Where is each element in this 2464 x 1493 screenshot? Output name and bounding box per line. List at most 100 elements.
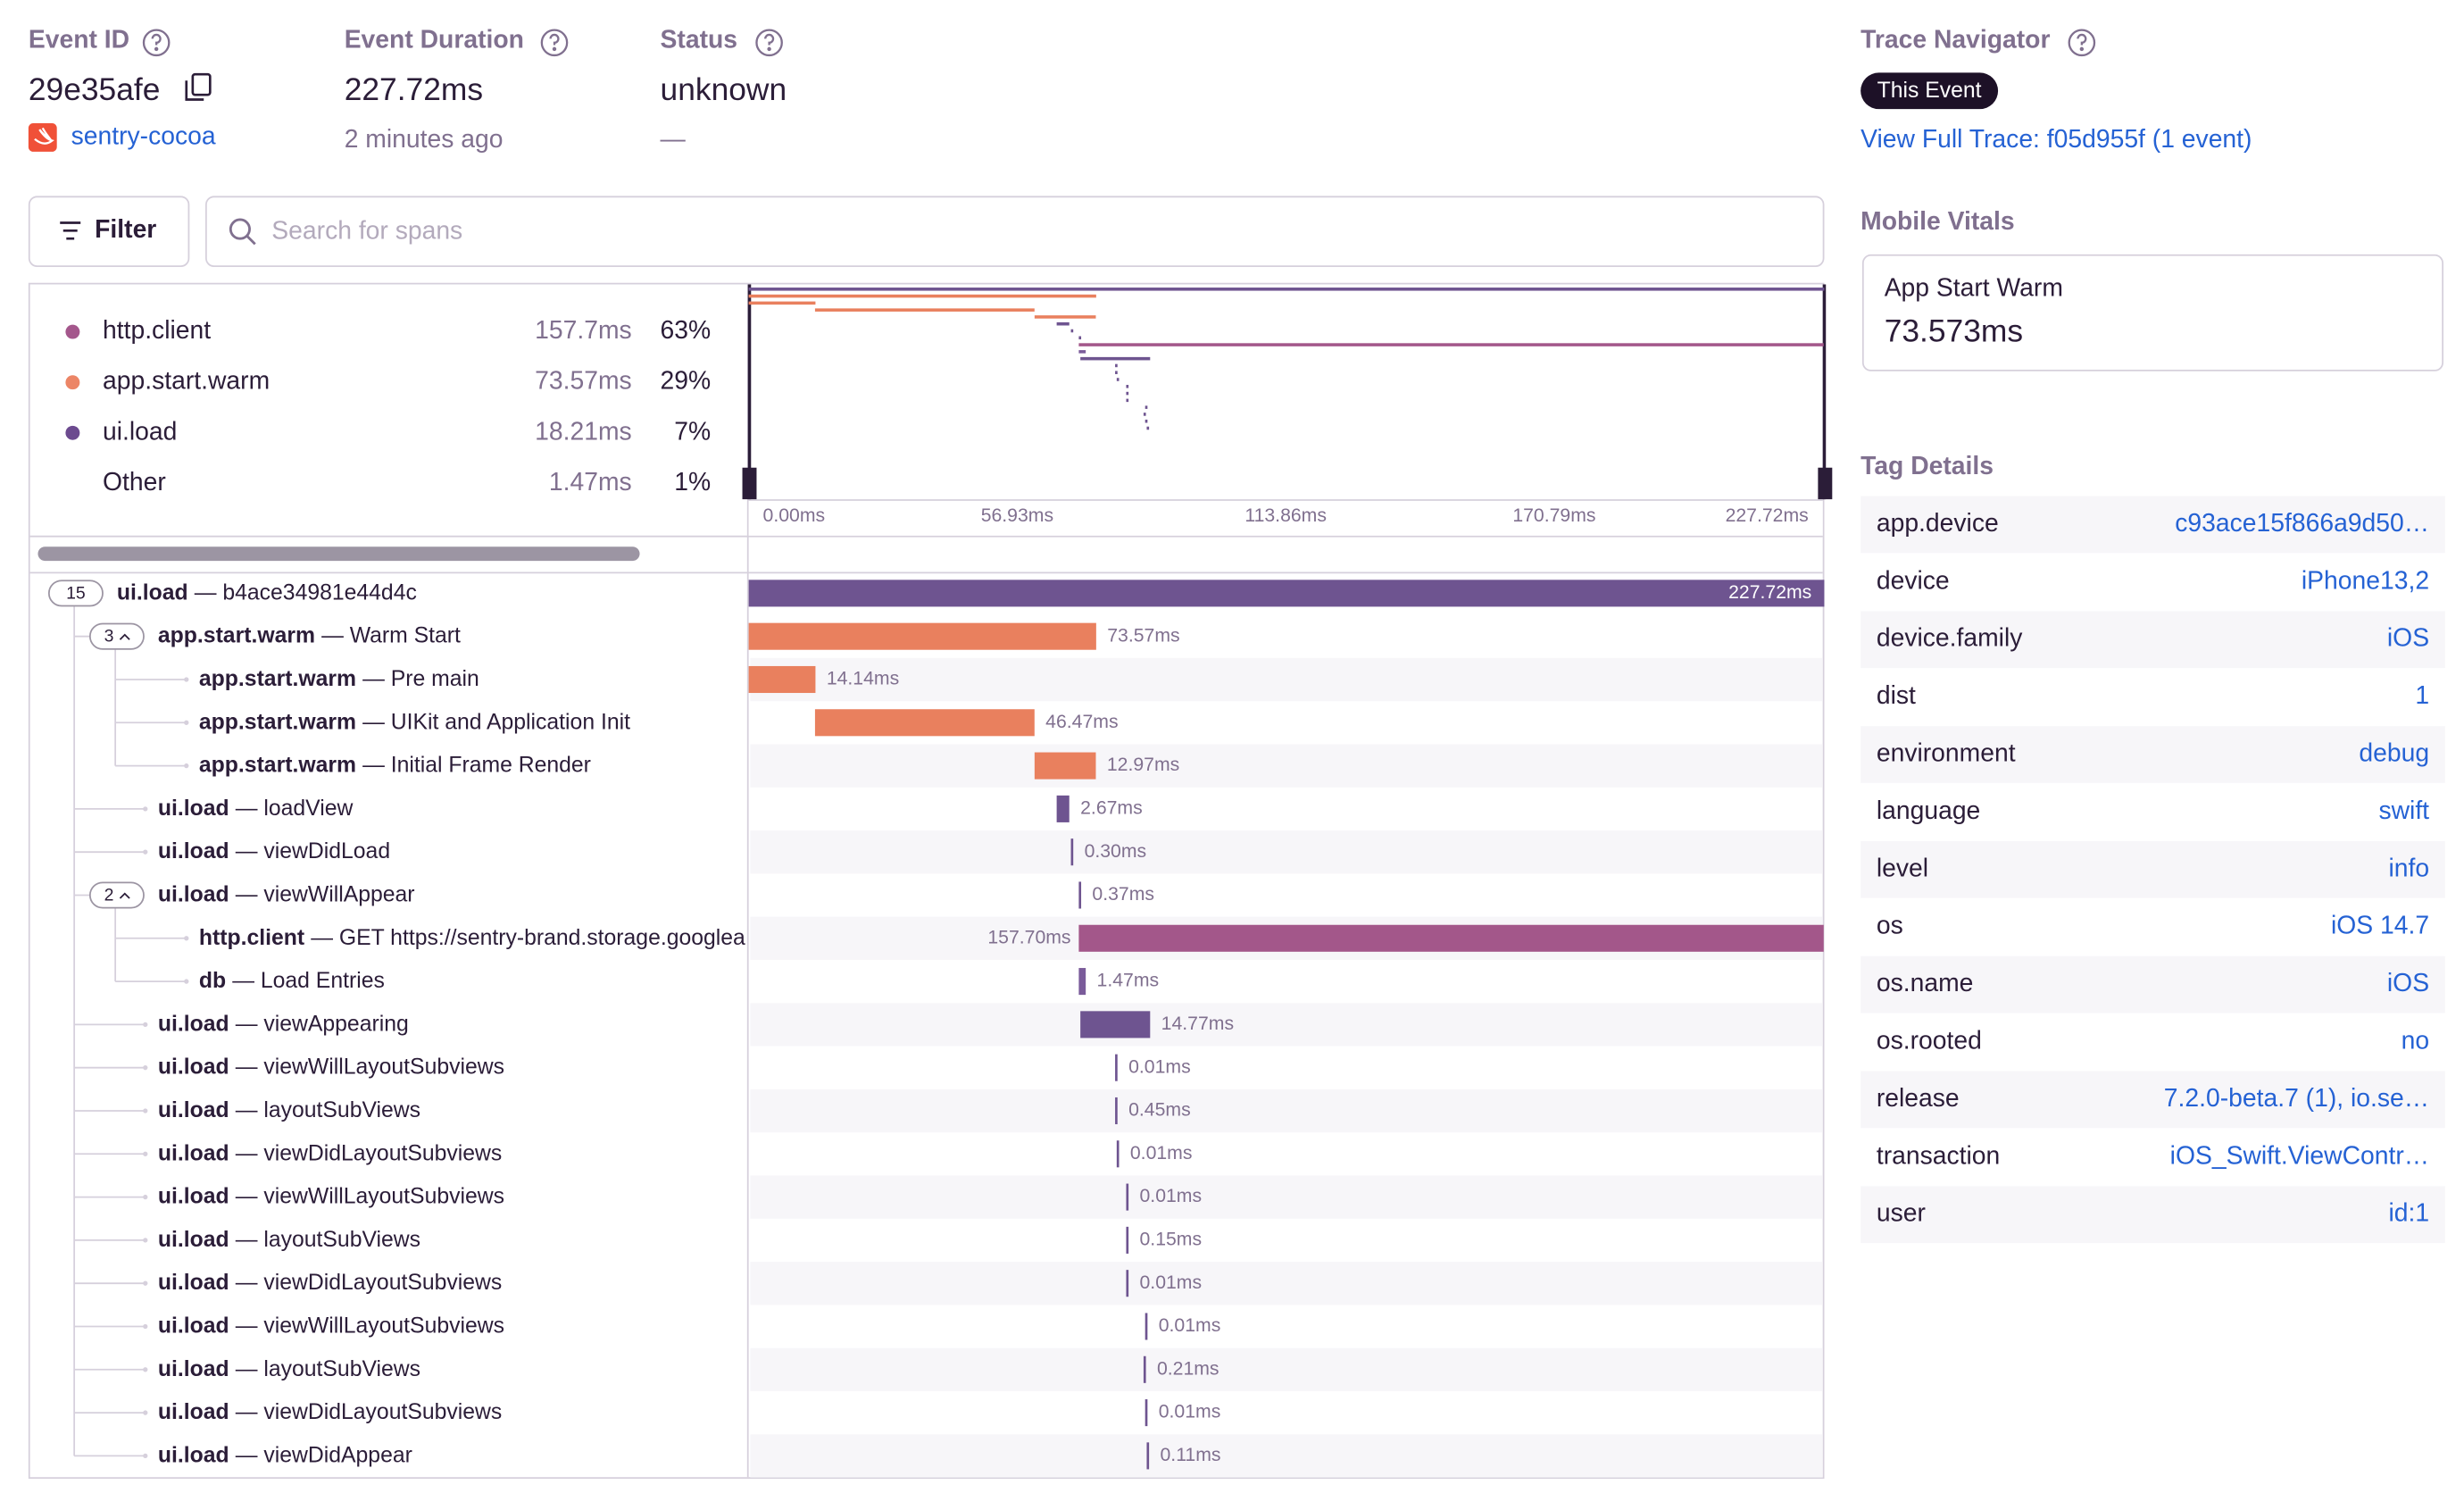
- tree-node-dot: [184, 936, 189, 941]
- span-label[interactable]: ui.load — viewWillLayoutSubviews: [158, 1314, 504, 1338]
- row-background: [750, 1262, 1823, 1305]
- span-label[interactable]: ui.load — layoutSubViews: [158, 1098, 420, 1122]
- child-count-badge[interactable]: [88, 622, 145, 650]
- span-bar[interactable]: [1070, 838, 1074, 866]
- tag-value[interactable]: 7.2.0-beta.7 (1), io.se…: [2164, 1083, 2429, 1112]
- span-description: — UIKit and Application Init: [362, 710, 630, 734]
- span-bar[interactable]: [1078, 968, 1086, 996]
- span-duration: 0.11ms: [1161, 1445, 1221, 1465]
- span-label[interactable]: ui.load — viewAppearing: [158, 1012, 409, 1036]
- span-bar[interactable]: [1080, 1011, 1151, 1038]
- span-label[interactable]: http.client — GET https://sentry-brand.st…: [199, 925, 745, 949]
- child-count-badge[interactable]: [88, 881, 145, 909]
- span-bar[interactable]: [1126, 1226, 1129, 1254]
- span-label[interactable]: ui.load — b4ace34981e44d4c: [117, 580, 417, 605]
- span-bar[interactable]: [1126, 1183, 1129, 1211]
- span-bar[interactable]: [1115, 1054, 1118, 1081]
- span-label[interactable]: ui.load — loadView: [158, 796, 354, 820]
- minimap-span: [1070, 329, 1074, 333]
- span-duration: 46.47ms: [1045, 712, 1118, 732]
- tag-value[interactable]: iPhone13,2: [2302, 565, 2429, 594]
- span-label[interactable]: ui.load — viewWillLayoutSubviews: [158, 1055, 504, 1079]
- span-label[interactable]: app.start.warm — Warm Start: [158, 623, 461, 647]
- span-bar[interactable]: [748, 665, 816, 694]
- legend-name: http.client: [103, 315, 211, 344]
- span-bar[interactable]: [1126, 1270, 1129, 1297]
- minimap-grip[interactable]: [742, 467, 757, 500]
- full-trace-link[interactable]: View Full Trace: f05d955f (1 event): [1860, 124, 2252, 153]
- span-duration: 0.01ms: [1159, 1315, 1221, 1336]
- span-label[interactable]: app.start.warm — Initial Frame Render: [199, 753, 591, 777]
- span-bar[interactable]: [1143, 1355, 1146, 1383]
- tag-value[interactable]: iOS: [2387, 623, 2429, 652]
- tag-key: environment: [1877, 738, 2016, 766]
- tag-value[interactable]: iOS: [2387, 968, 2429, 997]
- span-bar[interactable]: [814, 709, 1035, 737]
- minimap-span: [1078, 343, 1824, 346]
- minimap-tick-label: 227.72ms: [1726, 505, 1809, 526]
- tag-value[interactable]: swift: [2378, 796, 2429, 824]
- minimap-grip[interactable]: [1818, 467, 1833, 500]
- span-description: — GET https://sentry-brand.storage.googl…: [311, 925, 745, 949]
- span-bar[interactable]: [1078, 924, 1824, 952]
- child-count[interactable]: 3: [104, 627, 114, 646]
- tag-value[interactable]: id:1: [2388, 1198, 2429, 1227]
- span-label[interactable]: ui.load — viewWillLayoutSubviews: [158, 1184, 504, 1208]
- span-bar[interactable]: [1034, 752, 1096, 780]
- row-background: [750, 744, 1823, 788]
- minimap-span: [748, 288, 1825, 291]
- filter-button[interactable]: [28, 196, 190, 268]
- legend-dot: [65, 324, 80, 339]
- span-label[interactable]: app.start.warm — Pre main: [199, 667, 479, 691]
- search-input[interactable]: [205, 196, 1825, 268]
- tag-value[interactable]: debug: [2359, 738, 2429, 766]
- child-count[interactable]: 15: [66, 583, 86, 603]
- minimap-span: [1034, 315, 1096, 319]
- span-label[interactable]: db — Load Entries: [199, 969, 385, 993]
- copy-icon[interactable]: [185, 72, 212, 101]
- scrollbar[interactable]: [37, 546, 640, 562]
- span-bar[interactable]: [748, 580, 1825, 607]
- span-bar[interactable]: [1056, 795, 1070, 822]
- tag-row-background: [1860, 955, 2445, 1013]
- project-link[interactable]: sentry-cocoa: [71, 121, 216, 149]
- span-op: db: [199, 969, 226, 993]
- tag-row-background: [1860, 1186, 2445, 1244]
- tag-value[interactable]: 1: [2415, 680, 2429, 709]
- span-label[interactable]: ui.load — layoutSubViews: [158, 1356, 420, 1380]
- span-description: — viewWillLayoutSubviews: [236, 1314, 504, 1338]
- span-bar[interactable]: [1115, 1097, 1118, 1125]
- tree-node-dot: [143, 1280, 148, 1286]
- span-label[interactable]: app.start.warm — UIKit and Application In…: [199, 710, 630, 734]
- span-label[interactable]: ui.load — viewWillAppear: [158, 882, 415, 906]
- child-count[interactable]: 2: [104, 886, 114, 905]
- span-bar[interactable]: [1145, 1399, 1148, 1427]
- span-description: — loadView: [236, 796, 354, 820]
- collapse-chevron[interactable]: [119, 892, 130, 899]
- search-placeholder[interactable]: Search for spans: [271, 216, 462, 245]
- vital-value: 73.573ms: [1885, 314, 2023, 349]
- span-label[interactable]: ui.load — layoutSubViews: [158, 1227, 420, 1251]
- tag-value[interactable]: no: [2402, 1025, 2429, 1054]
- tag-value[interactable]: info: [2388, 853, 2429, 881]
- collapse-chevron[interactable]: [119, 633, 130, 640]
- tag-value[interactable]: c93ace15f866a9d50…: [2175, 508, 2429, 537]
- span-bar[interactable]: [1078, 881, 1082, 909]
- filter-label[interactable]: Filter: [95, 214, 156, 243]
- span-bar[interactable]: [748, 622, 1096, 650]
- span-bar[interactable]: [1146, 1442, 1150, 1470]
- tag-value[interactable]: iOS_Swift.ViewContr…: [2170, 1140, 2429, 1169]
- span-bar[interactable]: [1116, 1140, 1120, 1168]
- span-tree: 15 ui.load — b4ace34981e44d4c 3 app.start.wa…: [47, 580, 745, 1467]
- span-label[interactable]: ui.load — viewDidLayoutSubviews: [158, 1400, 502, 1424]
- child-count-badge[interactable]: [47, 580, 104, 607]
- span-label[interactable]: ui.load — viewDidAppear: [158, 1443, 412, 1467]
- span-description: — viewDidAppear: [236, 1443, 412, 1467]
- span-bar[interactable]: [1145, 1313, 1148, 1340]
- minimap-span: [1080, 356, 1151, 361]
- span-label[interactable]: ui.load — viewDidLayoutSubviews: [158, 1141, 502, 1165]
- tag-value[interactable]: iOS 14.7: [2331, 911, 2429, 939]
- span-label[interactable]: ui.load — viewDidLoad: [158, 839, 390, 863]
- span-label[interactable]: ui.load — viewDidLayoutSubviews: [158, 1271, 502, 1295]
